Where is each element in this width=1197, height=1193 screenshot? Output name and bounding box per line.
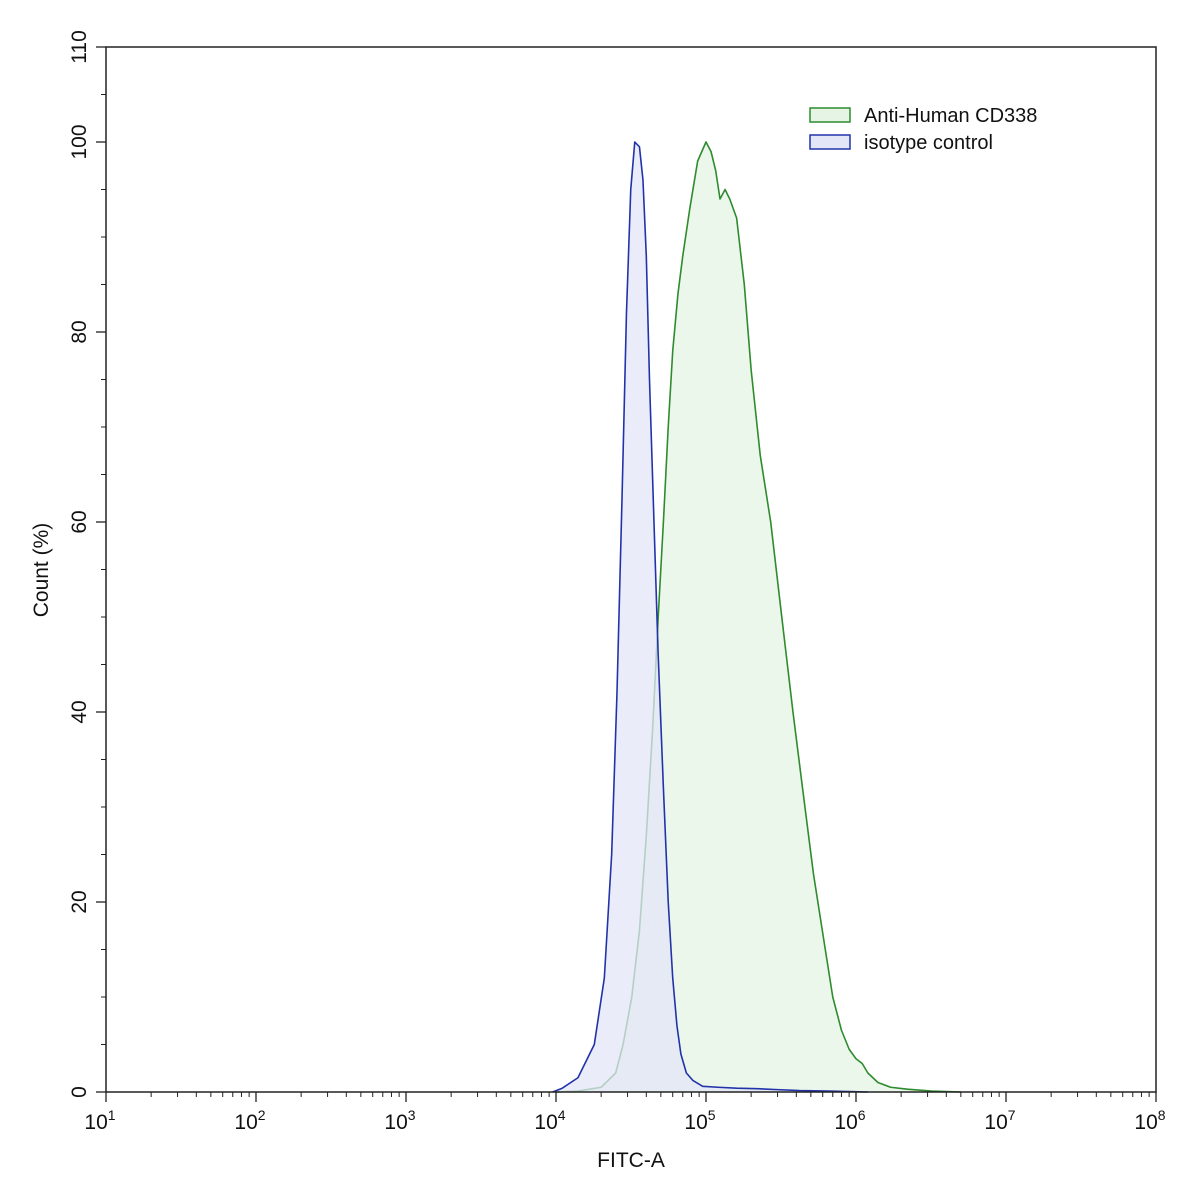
series-layer — [552, 141, 961, 1093]
y-tick-label: 0 — [68, 1086, 91, 1098]
x-tick-label: 106 — [834, 1107, 865, 1134]
y-tick-label: 80 — [68, 320, 91, 343]
x-tick-label: 101 — [84, 1107, 115, 1134]
legend-swatch-0 — [809, 107, 851, 123]
x-axis-ticks: 101 102 103 104 105 106 107 108 — [84, 1092, 1166, 1134]
y-tick-label: 100 — [68, 124, 91, 159]
series-1-area — [552, 142, 868, 1092]
legend-label-0: Anti-Human CD338 — [864, 105, 1037, 127]
legend: Anti-Human CD338 isotype control — [809, 105, 1037, 154]
x-tick-label: 108 — [1134, 1107, 1165, 1134]
y-axis-label: Count (%) — [30, 523, 53, 618]
y-tick-label: 40 — [68, 700, 91, 723]
x-axis-label: FITC-A — [597, 1149, 665, 1172]
y-tick-label: 110 — [68, 30, 91, 63]
y-axis-ticks: 0 20 40 60 80 100 110 — [68, 30, 106, 1098]
x-tick-label: 104 — [534, 1107, 565, 1134]
plot-area: 101 102 103 104 105 106 107 108 0 20 40 60 80 100 110 — [68, 30, 1166, 1134]
y-tick-label: 20 — [68, 890, 91, 913]
legend-swatch-1 — [809, 134, 851, 150]
legend-label-1: isotype control — [864, 132, 993, 154]
x-tick-label: 105 — [684, 1107, 715, 1134]
x-tick-label: 103 — [384, 1107, 415, 1134]
y-tick-label: 60 — [68, 510, 91, 533]
x-tick-label: 102 — [234, 1107, 265, 1134]
series-1-line — [552, 141, 868, 1093]
x-tick-label: 107 — [984, 1107, 1015, 1134]
